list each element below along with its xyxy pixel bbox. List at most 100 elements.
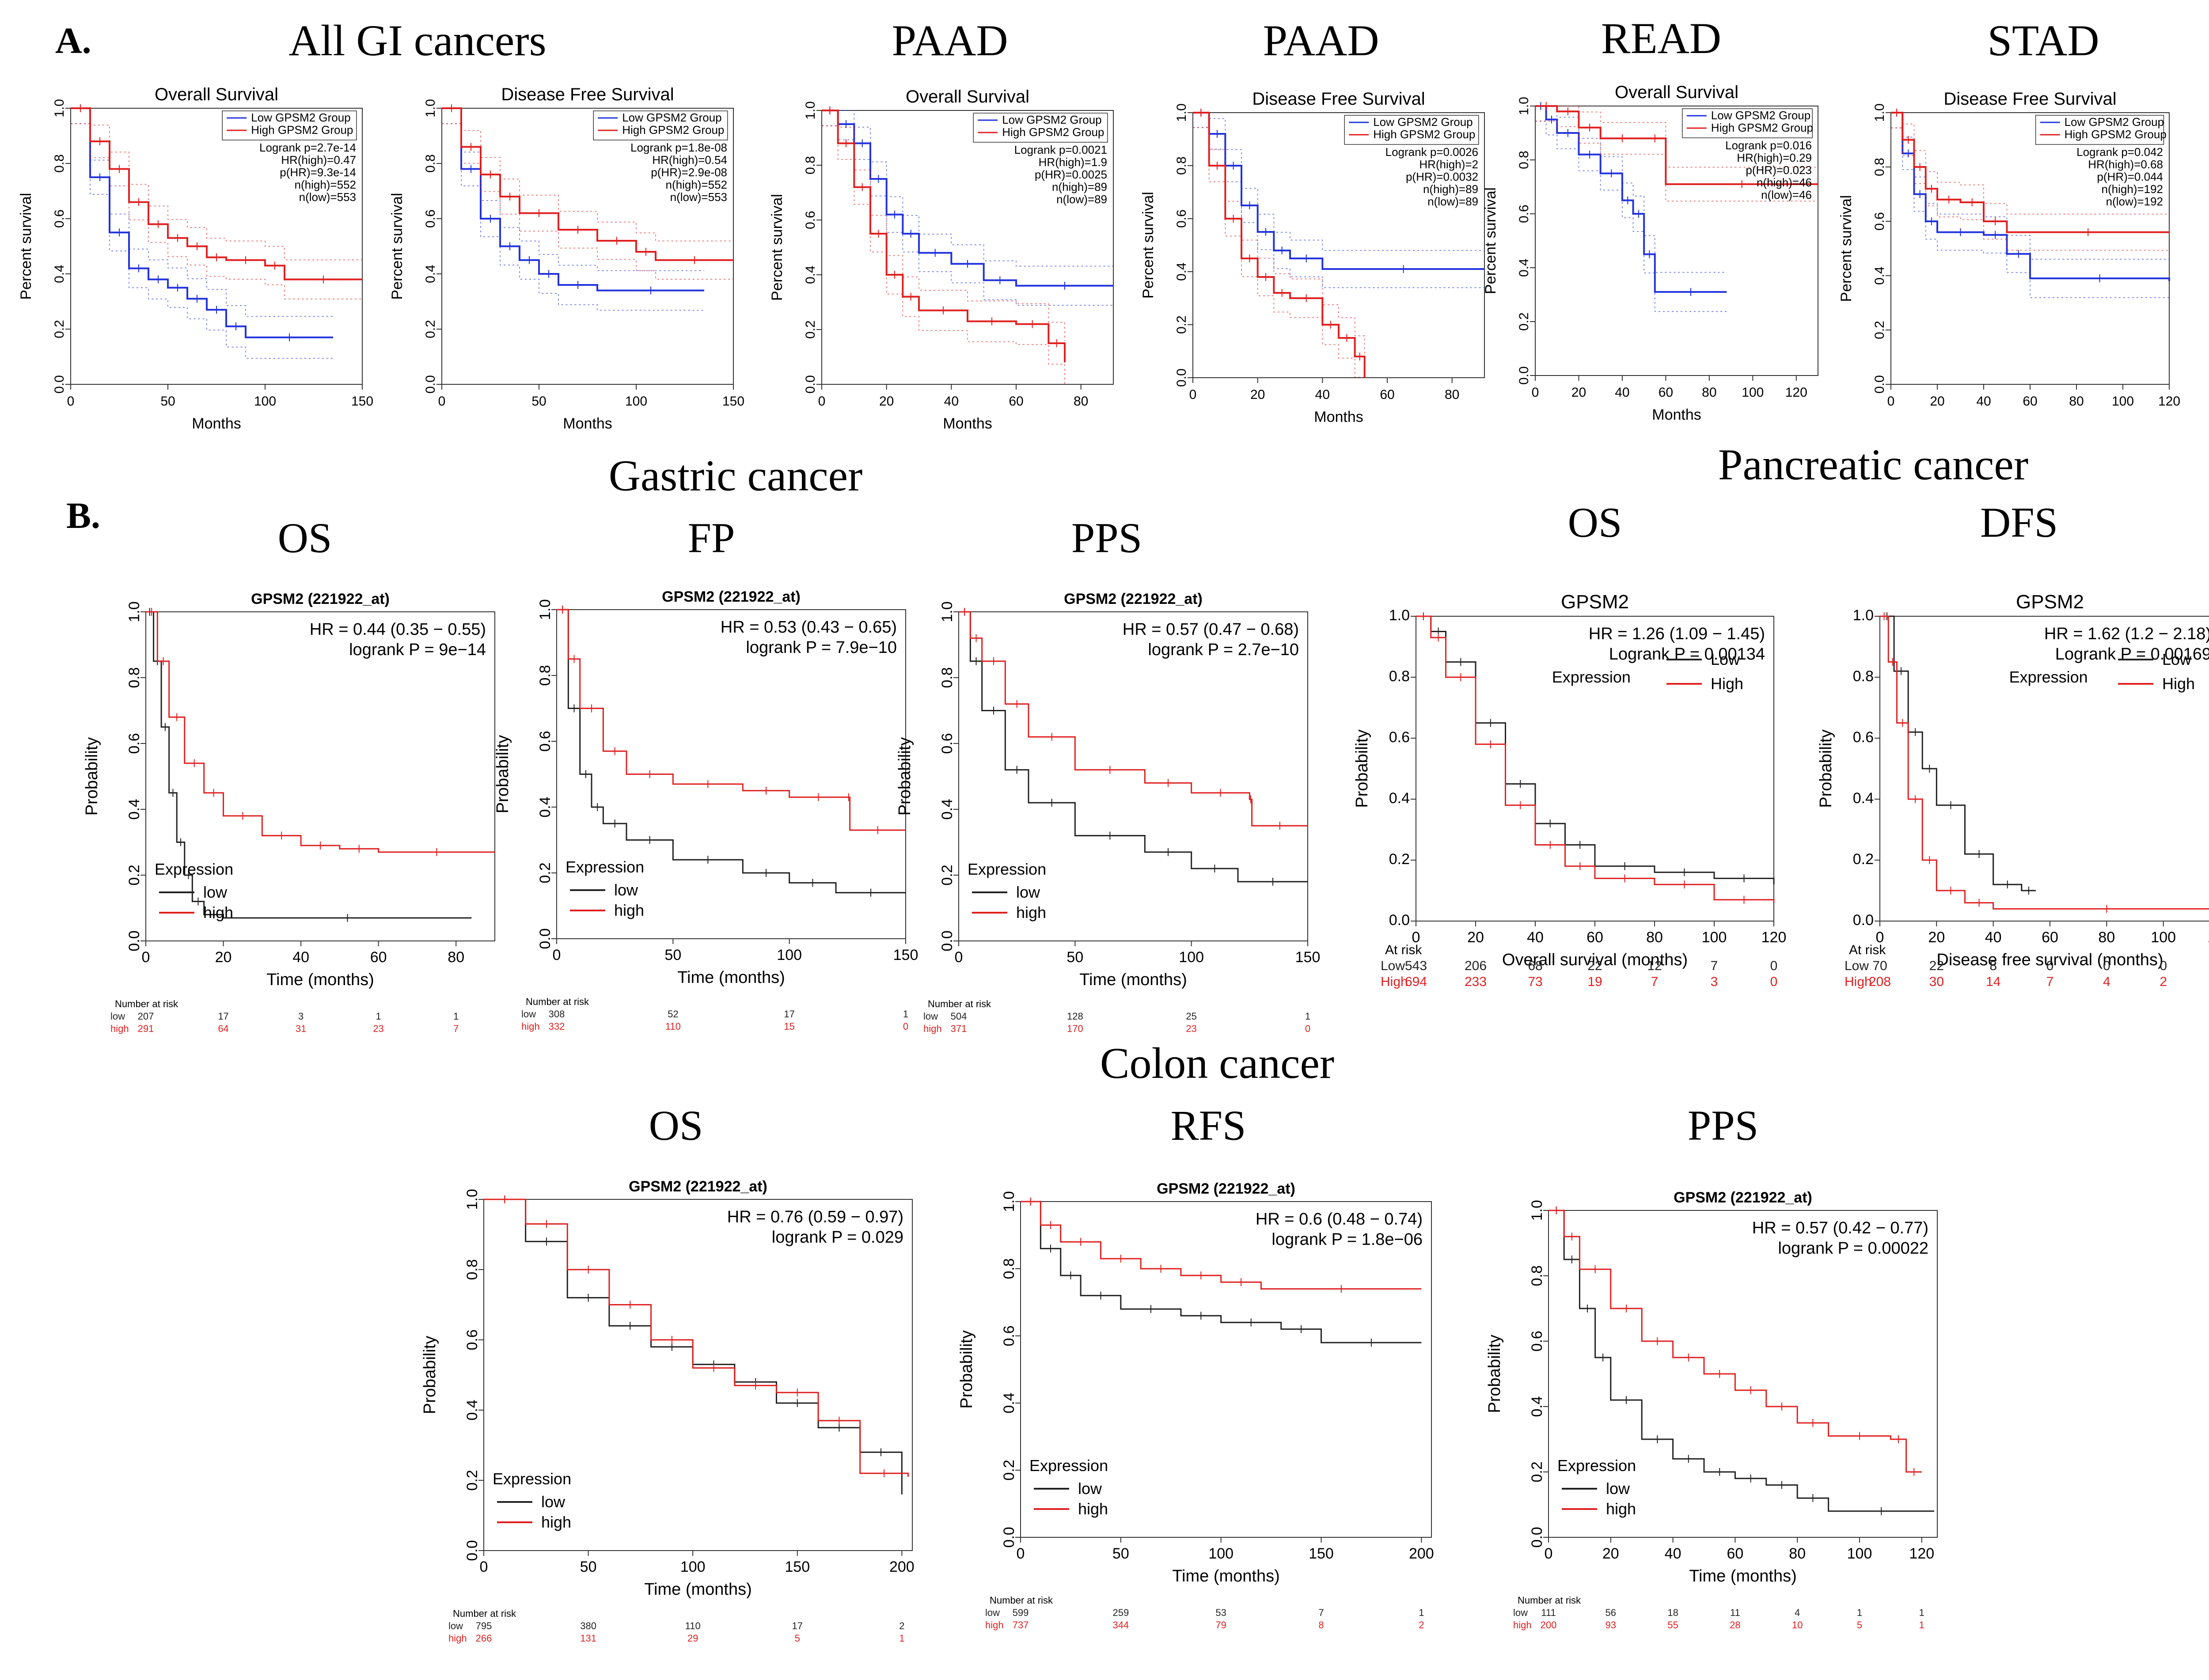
stat-line: n(high)=89 xyxy=(1052,180,1107,193)
risk-value: 55 xyxy=(1667,1619,1678,1631)
x-axis-label: Time (months) xyxy=(644,1580,752,1599)
risk-value: 2 xyxy=(899,1620,904,1631)
risk-group-label: high xyxy=(985,1619,1004,1631)
risk-value: 0 xyxy=(1770,975,1778,989)
stat-line: n(low)=89 xyxy=(1427,195,1478,208)
y-tick-label: 0.6 xyxy=(1872,212,1887,231)
confidence-band xyxy=(442,108,733,242)
risk-value: 111 xyxy=(1541,1607,1556,1618)
legend-label: High GPSM2 Group xyxy=(622,123,724,137)
stat-line: Logrank p=0.0021 xyxy=(1014,143,1107,156)
legend-label: low xyxy=(1016,883,1040,901)
y-tick-label: 0.6 xyxy=(1517,205,1531,223)
risk-value: 14 xyxy=(1986,975,2000,989)
x-tick-label: 100 xyxy=(625,394,647,409)
legend-title: Expression xyxy=(493,1470,571,1488)
y-tick-label: 0.2 xyxy=(464,1470,481,1490)
risk-value: 12 xyxy=(1647,959,1662,973)
hr-text: HR = 1.26 (1.09 − 1.45) xyxy=(1589,625,1765,643)
stat-line: n(high)=192 xyxy=(2102,182,2163,196)
risk-value: 64 xyxy=(218,1023,228,1034)
risk-value: 5 xyxy=(1857,1619,1862,1631)
risk-value: 0 xyxy=(1305,1023,1310,1034)
y-tick-label: 0.8 xyxy=(1001,1258,1017,1279)
y-axis-label: Probability xyxy=(1485,1335,1504,1413)
stat-line: Logrank p=0.0026 xyxy=(1385,145,1478,159)
series-line-high-gpsm2-group xyxy=(1193,112,1366,378)
x-tick-label: 20 xyxy=(879,394,894,409)
legend-label: high xyxy=(1078,1500,1108,1518)
stat-line: n(low)=89 xyxy=(1056,193,1107,206)
y-tick-label: 0.2 xyxy=(1529,1461,1545,1482)
y-tick-label: 0.4 xyxy=(537,796,554,817)
y-tick-label: 0.0 xyxy=(1529,1527,1545,1547)
x-tick-label: 50 xyxy=(1112,1545,1129,1562)
risk-value: 5 xyxy=(795,1633,800,1644)
legend-box xyxy=(1344,115,1479,145)
confidence-band xyxy=(1193,127,1365,378)
risk-value: 15 xyxy=(784,1021,794,1032)
risk-value: 344 xyxy=(1112,1619,1129,1631)
y-tick-label: 0.2 xyxy=(1174,315,1189,334)
y-tick-label: 0.8 xyxy=(939,667,956,688)
risk-value: 599 xyxy=(1013,1607,1029,1618)
risk-group-label: low xyxy=(110,1011,125,1022)
chart-title: Overall Survival xyxy=(155,85,278,104)
risk-value: 4 xyxy=(2103,975,2110,989)
stat-line: n(low)=46 xyxy=(1761,188,1812,201)
chart-title: Disease Free Survival xyxy=(501,85,674,104)
chart-colon_rfs: GPSM2 (221922_at) 0.0 0.2 0.4 0.6 0.8 1.0 0 50 10… xyxy=(957,1180,1434,1631)
legend-label: high xyxy=(541,1513,571,1531)
risk-value: 2 xyxy=(1419,1619,1424,1631)
legend-label: High GPSM2 Group xyxy=(2065,128,2167,141)
title-stad: STAD xyxy=(1987,16,2099,65)
chart-title: GPSM2 (221922_at) xyxy=(251,591,390,607)
legend-label: low xyxy=(203,883,228,901)
legend-title: Expression xyxy=(566,858,644,876)
y-tick-label: 0.0 xyxy=(803,375,818,394)
stat-line: n(high)=46 xyxy=(1757,176,1812,189)
legend-label: Low GPSM2 Group xyxy=(1373,115,1473,129)
risk-group-label: low xyxy=(923,1011,938,1022)
legend-box xyxy=(222,110,357,140)
risk-value: 52 xyxy=(668,1009,678,1020)
stat-line: HR(high)=1.9 xyxy=(1039,155,1107,169)
chart-title: GPSM2 (221922_at) xyxy=(1157,1180,1295,1197)
legend-title: Expression xyxy=(1552,668,1631,686)
series-line-high xyxy=(1416,615,1775,903)
risk-value: 371 xyxy=(951,1023,967,1034)
y-axis-label: Percent survival xyxy=(389,193,406,300)
x-tick-label: 20 xyxy=(1467,929,1484,946)
x-tick-label: 0 xyxy=(1189,387,1197,402)
y-tick-label: 1.0 xyxy=(1001,1191,1017,1212)
risk-group-label: high xyxy=(923,1023,942,1034)
risk-value: 291 xyxy=(138,1023,154,1034)
x-axis-label: Time (months) xyxy=(1079,971,1187,989)
x-tick-label: 80 xyxy=(1789,1545,1806,1562)
subtitle-pancreatic-os: OS xyxy=(1568,499,1622,546)
risk-table-title: At risk xyxy=(1849,943,1886,957)
x-tick-label: 150 xyxy=(722,394,744,409)
subtitle-colon-os: OS xyxy=(649,1102,703,1149)
plot-frame xyxy=(1548,1210,1938,1538)
series-line-low-gpsm2-group xyxy=(1891,112,2170,281)
risk-value: 93 xyxy=(1606,1619,1616,1631)
x-axis-label: Months xyxy=(1652,406,1701,423)
x-axis-label: Time (months) xyxy=(266,971,374,989)
y-tick-label: 0.0 xyxy=(1872,375,1887,394)
stat-line: p(HR)=9.3e-14 xyxy=(280,166,356,179)
logrank-text: logrank P = 9e−14 xyxy=(349,641,486,659)
chart-title: Disease Free Survival xyxy=(1943,89,2116,109)
y-tick-label: 1.0 xyxy=(939,601,956,622)
x-tick-label: 20 xyxy=(215,949,232,966)
y-tick-label: 0.0 xyxy=(1853,912,1874,929)
chart-title: GPSM2 (221922_at) xyxy=(629,1178,767,1195)
chart-title: GPSM2 xyxy=(2016,591,2084,613)
chart-gastric_pps: GPSM2 (221922_at)0.00.20.40.60.81.00 50 10… xyxy=(896,591,1320,1034)
confidence-band xyxy=(442,123,704,311)
risk-value: 1 xyxy=(903,1009,908,1020)
logrank-text: logrank P = 0.029 xyxy=(772,1228,903,1247)
risk-value: 380 xyxy=(580,1620,596,1631)
